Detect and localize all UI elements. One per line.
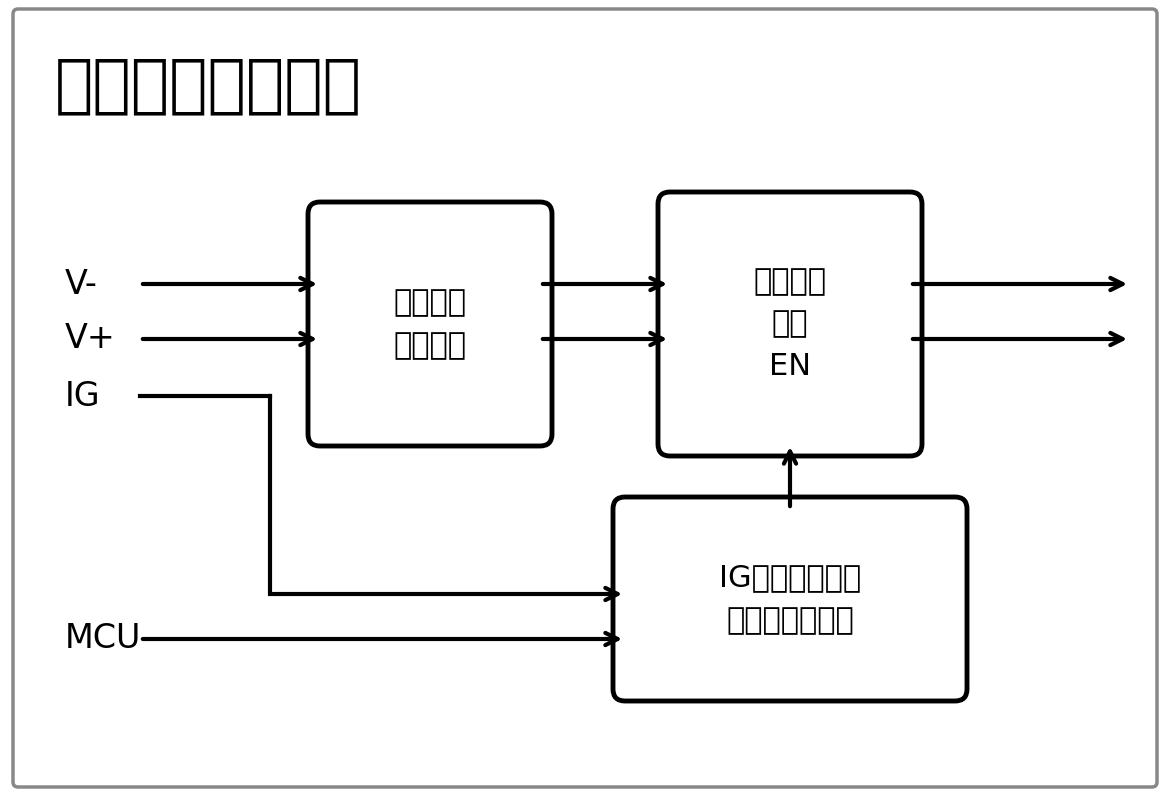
Text: IG信号处理与自
锁模块（或门）: IG信号处理与自 锁模块（或门） <box>718 563 861 635</box>
Text: IG: IG <box>66 380 101 413</box>
Text: MCU: MCU <box>66 622 142 656</box>
Text: V+: V+ <box>66 322 116 356</box>
FancyBboxPatch shape <box>13 9 1157 787</box>
Text: 电源输入处理模块: 电源输入处理模块 <box>55 54 362 116</box>
Text: 电源转换
模块
EN: 电源转换 模块 EN <box>753 267 826 381</box>
FancyBboxPatch shape <box>658 192 922 456</box>
Text: V-: V- <box>66 268 98 300</box>
Text: 电源输入
处理模块: 电源输入 处理模块 <box>393 288 467 360</box>
FancyBboxPatch shape <box>308 202 552 446</box>
FancyBboxPatch shape <box>613 497 966 701</box>
